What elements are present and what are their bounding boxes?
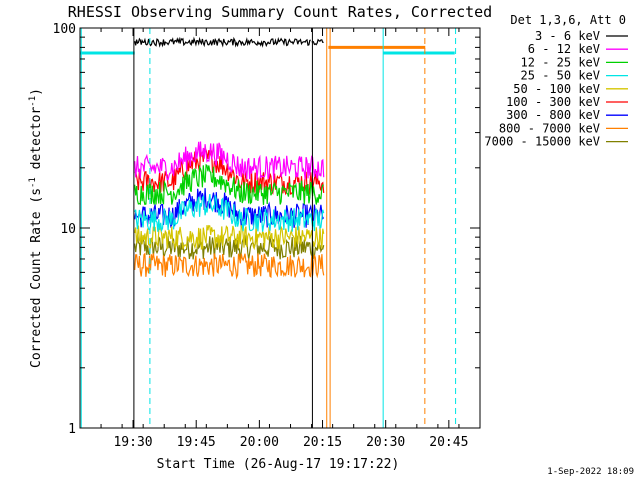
legend-label: 25 - 50 keV [521, 69, 600, 83]
series-line-50-100-keV [134, 223, 325, 251]
legend-label: 7000 - 15000 keV [484, 135, 600, 149]
chart-title: RHESSI Observing Summary Count Rates, Co… [68, 3, 492, 21]
x-tick-label: 20:00 [240, 435, 279, 450]
series-line-25-50-keV [134, 194, 325, 233]
x-tick-label: 19:30 [113, 435, 152, 450]
legend-label: 300 - 800 keV [506, 108, 600, 122]
x-tick-label: 20:30 [366, 435, 405, 450]
legend-label: 3 - 6 keV [535, 29, 600, 43]
x-tick-label: 19:45 [177, 435, 216, 450]
y-axis-label-main: Corrected Count Rate (s [29, 188, 44, 368]
x-tick-label: 20:45 [429, 435, 468, 450]
x-tick-label: 20:15 [303, 435, 342, 450]
series-line-3-6-keV [134, 36, 311, 48]
footer-timestamp: 1-Sep-2022 18:09 [547, 467, 634, 477]
series-line-12-25-keV [134, 163, 324, 206]
y-axis-label: Corrected Count Rate (s-1 detector-1) [28, 88, 44, 368]
axes: 19:30 19:45 20:00 20:15 20:30 20:45 1 10 100 [53, 22, 481, 450]
legend-label: 50 - 100 keV [513, 82, 600, 96]
series-line-3-6-keV [311, 38, 324, 46]
x-axis-label: Start Time (26-Aug-17 19:17:22) [157, 457, 400, 472]
legend-title: Det 1,3,6, Att 0 [510, 13, 626, 27]
series-line-800-7000-keV [134, 252, 325, 280]
y-tick-label: 100 [53, 22, 76, 37]
y-axis-label-sup1: -1 [28, 177, 38, 188]
legend-label: 6 - 12 keV [528, 42, 600, 56]
legend-label: 800 - 7000 keV [499, 121, 600, 135]
plot-area [80, 28, 457, 428]
legend-label: 100 - 300 keV [506, 95, 600, 109]
series-line-6-12-keV [134, 141, 325, 181]
y-axis-label-end: ) [29, 88, 44, 96]
y-tick-label: 1 [68, 422, 76, 437]
legend-label: 12 - 25 keV [521, 55, 600, 69]
series-line-7000-15000-keV [134, 235, 325, 260]
y-tick-label: 10 [60, 222, 76, 237]
y-axis-label-mid: detector [29, 107, 44, 178]
y-axis-label-sup2: -1 [28, 96, 38, 107]
